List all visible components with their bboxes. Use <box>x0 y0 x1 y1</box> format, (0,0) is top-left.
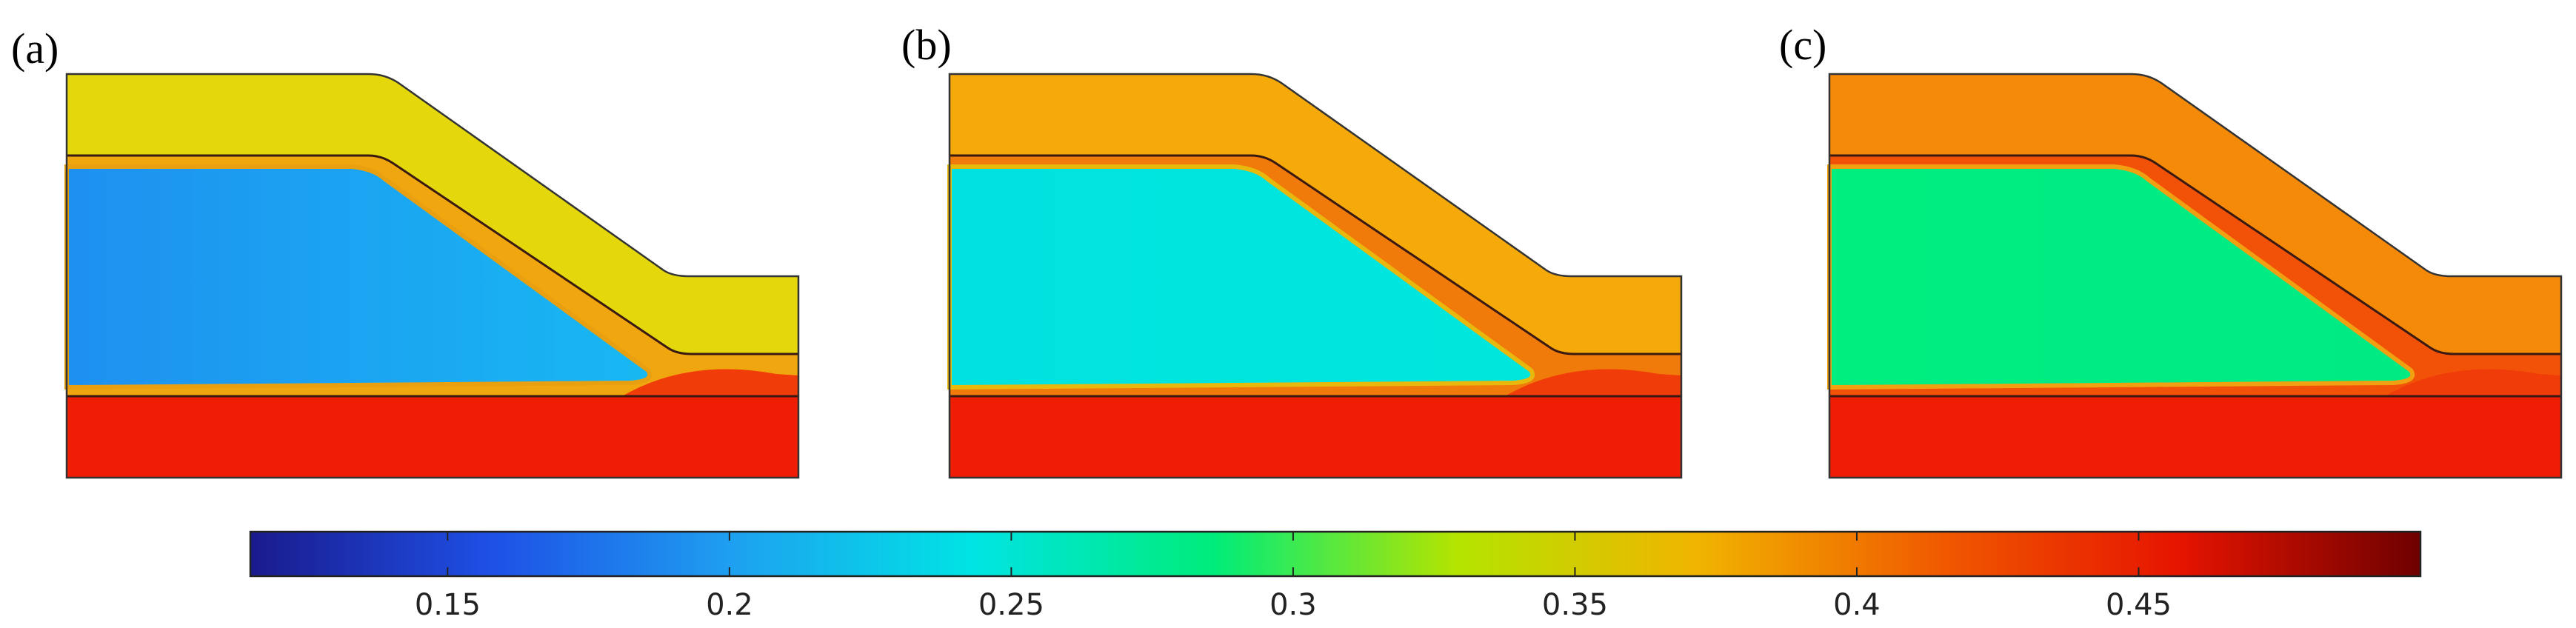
colorbar: 0.15 0.2 0.25 0.3 0.35 0.4 0.45 <box>249 530 2422 622</box>
panel-c-core <box>1827 164 2415 390</box>
panel-label-c: (c) <box>1779 21 1826 69</box>
colorbar-tick-label: 0.25 <box>978 588 1044 622</box>
colorbar-tick-label: 0.3 <box>1269 588 1317 622</box>
colorbar-gradient <box>249 530 2422 578</box>
panel-b-core <box>947 164 1535 390</box>
panel-b: (b) <box>901 21 1683 479</box>
panel-c-outline <box>1828 73 2563 479</box>
colorbar-tick-label: 0.4 <box>1833 588 1881 622</box>
panel-b-toe-bulb <box>1505 369 1681 396</box>
colorbar-tick-label: 0.45 <box>2106 588 2172 622</box>
panel-b-bottom-layer <box>950 396 1681 478</box>
panel-a-core <box>64 164 653 390</box>
panel-c-boundary-lines <box>1829 154 2561 398</box>
panel-a-bottom-layer <box>67 396 798 478</box>
panel-c-toe-bulb <box>2385 369 2561 396</box>
colorbar-ticks <box>447 532 2140 576</box>
panel-label-b: (b) <box>901 21 952 69</box>
panel-a-outline <box>65 73 800 479</box>
panel-label-a: (a) <box>11 24 59 73</box>
panel-c: (c) <box>1779 21 2563 479</box>
colorbar-tick-label: 0.35 <box>1542 588 1608 622</box>
colorbar-tick-label: 0.15 <box>415 588 481 622</box>
panel-b-outline <box>948 73 1683 479</box>
panel-a-toe-bulb <box>622 369 798 396</box>
colorbar-tick-labels: 0.15 0.2 0.25 0.3 0.35 0.4 0.45 <box>415 588 2172 622</box>
colorbar-tick-label: 0.2 <box>706 588 753 622</box>
panel-a: (a) <box>11 24 800 479</box>
panel-b-boundary-lines <box>950 154 1681 398</box>
panel-a-boundary-lines <box>67 154 798 398</box>
panel-c-bottom-layer <box>1829 396 2561 478</box>
